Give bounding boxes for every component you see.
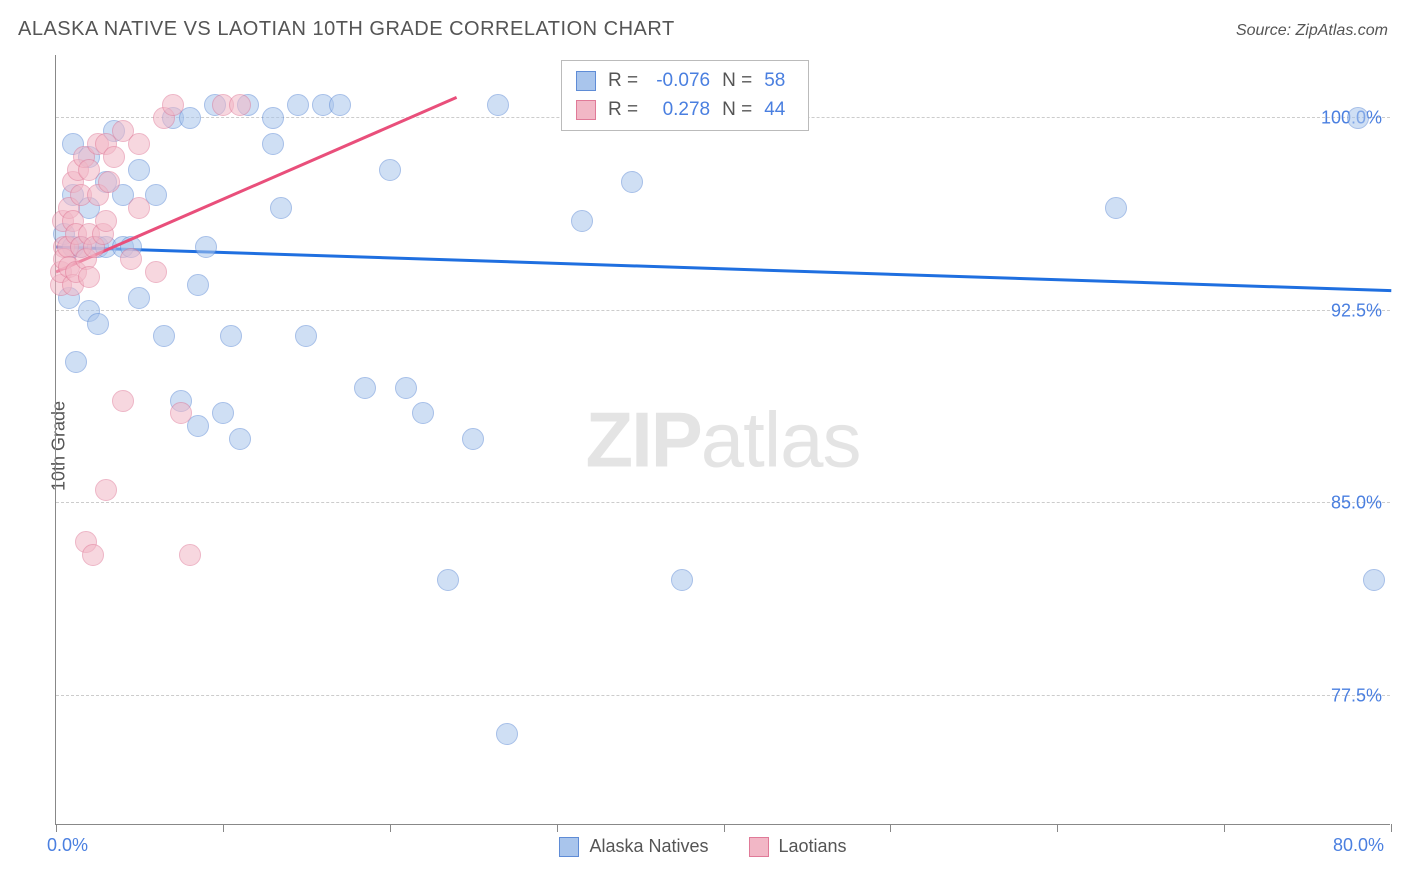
watermark-light: atlas [701,395,861,483]
gridline [56,502,1390,503]
x-tick [1057,824,1058,832]
scatter-point [220,325,242,347]
scatter-point [103,146,125,168]
legend-label: Alaska Natives [589,836,708,857]
scatter-point [128,159,150,181]
stat-n-label: N = [722,96,752,125]
stat-n-value: 44 [764,96,794,125]
source-label: Source: ZipAtlas.com [1236,22,1388,40]
scatter-point [229,94,251,116]
scatter-point [128,133,150,155]
x-tick [1224,824,1225,832]
scatter-point [1347,107,1369,129]
scatter-point [95,210,117,232]
scatter-point [187,274,209,296]
scatter-point [153,325,175,347]
scatter-point [379,159,401,181]
scatter-point [621,171,643,193]
scatter-point [1363,569,1385,591]
trend-line [56,245,1391,292]
stat-r-value: 0.278 [650,96,710,125]
stat-n-label: N = [722,67,752,96]
x-tick [724,824,725,832]
chart-title: ALASKA NATIVE VS LAOTIAN 10TH GRADE CORR… [18,18,675,41]
x-tick [557,824,558,832]
scatter-point [195,236,217,258]
scatter-point [98,171,120,193]
stats-row: R = -0.076 N = 58 [576,67,794,96]
scatter-point [128,197,150,219]
scatter-point [170,402,192,424]
scatter-point [120,248,142,270]
gridline [56,695,1390,696]
x-tick [890,824,891,832]
scatter-point [287,94,309,116]
scatter-point [1105,197,1127,219]
gridline [56,310,1390,311]
scatter-point [412,402,434,424]
scatter-point [295,325,317,347]
x-tick [390,824,391,832]
scatter-point [395,377,417,399]
bottom-legend: Alaska Natives Laotians [0,836,1406,857]
scatter-point [87,313,109,335]
legend-swatch [576,71,596,91]
stat-r-value: -0.076 [650,67,710,96]
stat-r-label: R = [608,96,638,125]
scatter-point [78,266,100,288]
scatter-point [270,197,292,219]
scatter-point [145,261,167,283]
stat-r-label: R = [608,67,638,96]
x-tick [223,824,224,832]
scatter-point [571,210,593,232]
scatter-point [162,94,184,116]
scatter-point [212,402,234,424]
x-tick [1391,824,1392,832]
scatter-point [229,428,251,450]
stats-row: R = 0.278 N = 44 [576,96,794,125]
legend-swatch [576,100,596,120]
scatter-point [179,544,201,566]
legend-item: Laotians [749,836,847,857]
y-tick-label: 77.5% [1331,685,1382,706]
legend-swatch [749,837,769,857]
scatter-point [671,569,693,591]
scatter-point [78,159,100,181]
scatter-point [112,390,134,412]
y-tick-label: 92.5% [1331,300,1382,321]
stat-n-value: 58 [764,67,794,96]
x-tick [56,824,57,832]
scatter-point [437,569,459,591]
legend-swatch [559,837,579,857]
scatter-point [95,479,117,501]
scatter-point [262,133,284,155]
scatter-point [487,94,509,116]
scatter-point [262,107,284,129]
scatter-point [82,544,104,566]
scatter-point [462,428,484,450]
legend-item: Alaska Natives [559,836,708,857]
watermark-bold: ZIP [585,395,700,483]
scatter-point [354,377,376,399]
scatter-point [128,287,150,309]
scatter-point [496,723,518,745]
scatter-plot: ZIPatlas 77.5%85.0%92.5%100.0%R =-0.076N… [55,55,1390,825]
legend-label: Laotians [779,836,847,857]
scatter-point [65,351,87,373]
stats-box: R = -0.076 N = 58 R = 0.278 N = 44 [561,60,809,131]
scatter-point [329,94,351,116]
watermark: ZIPatlas [585,394,860,485]
y-tick-label: 85.0% [1331,493,1382,514]
